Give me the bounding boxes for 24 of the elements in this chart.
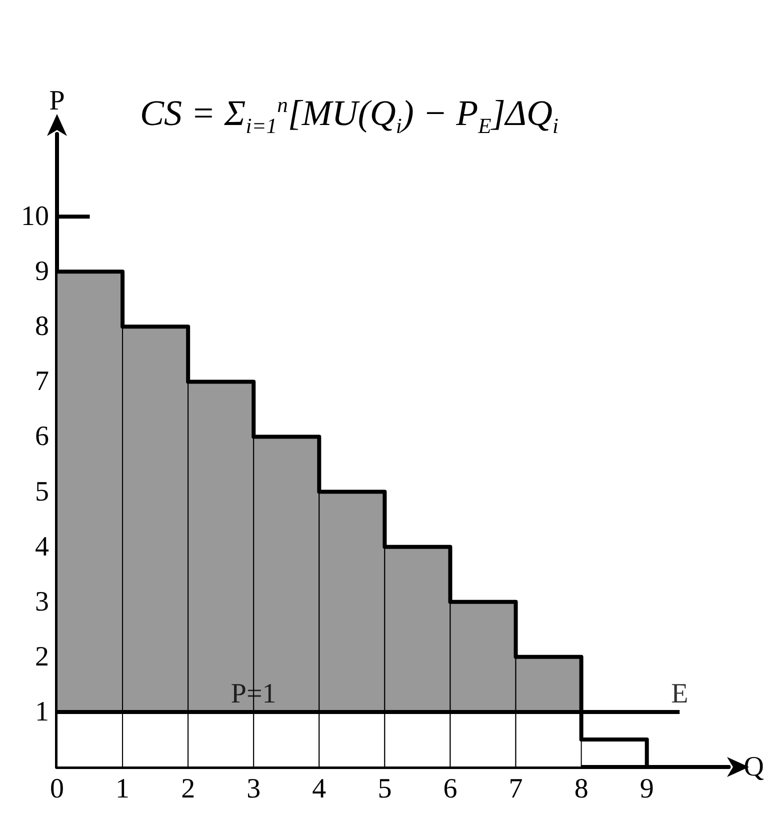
x-tick-label: 5 [378,774,392,804]
y-tick-label: 3 [35,586,49,618]
x-tick-label: 6 [443,774,458,804]
x-tick-label: 1 [116,774,130,804]
y-tick-label: 1 [35,696,49,728]
y-tick-label: 8 [35,311,49,342]
x-tick-label: 8 [574,774,588,804]
y-tick-label: 4 [35,531,49,562]
x-tick-label: 2 [181,774,196,804]
text: CS = Σ$_{i=1}$$^{n}$[MU(Q$_{i}$) − P$_{E}$]ΔQ$_{i}$ [140,93,558,138]
x-tick-label: 4 [312,774,326,804]
y-tick-label: 10 [21,201,49,232]
x-tick-label: 9 [640,774,654,804]
y-tick-label: 7 [35,366,49,398]
y-tick-label: 6 [35,421,49,452]
y-axis-title: P [49,86,65,116]
y-tick-label: 5 [35,476,49,508]
y-tick-label: 9 [35,256,49,288]
annotation: E [671,678,688,710]
x-tick-label: 7 [508,774,523,804]
y-tick-label: 2 [35,641,49,672]
x-tick-label: 0 [50,774,64,804]
x-axis-title: Q [744,752,764,782]
x-tick-label: 3 [246,774,261,804]
